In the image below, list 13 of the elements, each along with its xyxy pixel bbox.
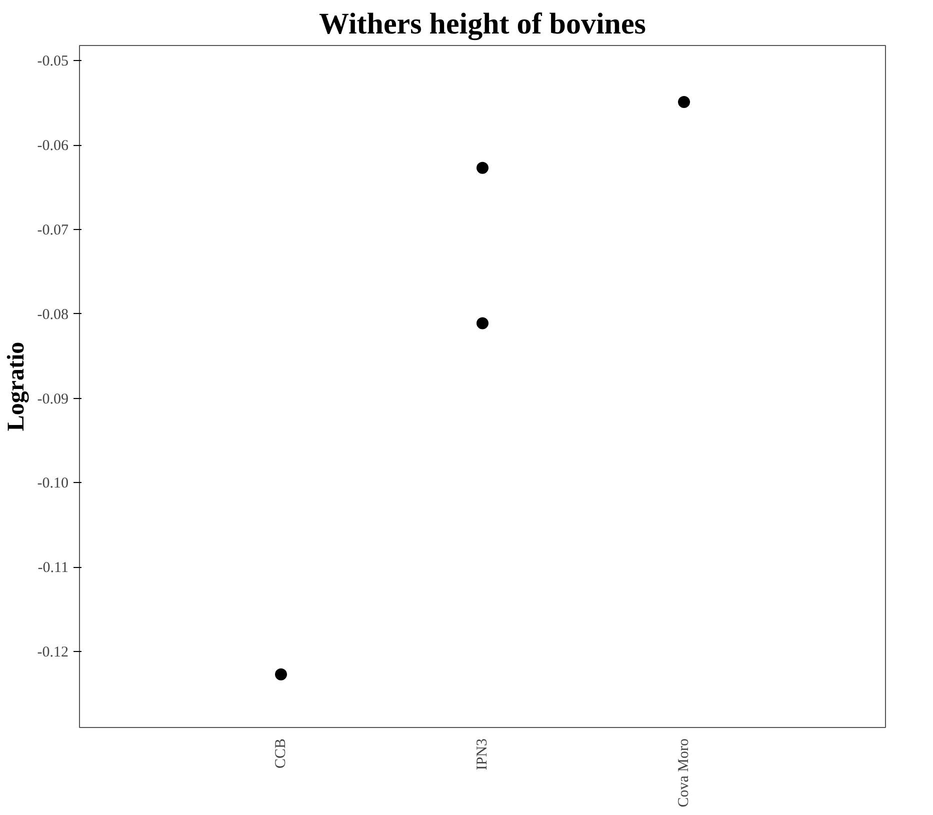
y-tick-label: -0.05 bbox=[37, 54, 69, 70]
y-tick-label: -0.09 bbox=[37, 391, 69, 408]
y-tick-label: -0.10 bbox=[37, 476, 69, 492]
y-tick-label: -0.07 bbox=[37, 222, 69, 239]
y-tick-label: -0.08 bbox=[37, 306, 69, 323]
x-tick-label: IPN3 bbox=[474, 738, 490, 770]
x-tick-label: CCB bbox=[273, 738, 289, 769]
chart-title: Withers height of bovines bbox=[319, 8, 646, 40]
x-tick-label: Cova Moro bbox=[676, 738, 692, 808]
y-tick-label: -0.12 bbox=[37, 644, 69, 661]
y-tick-label: -0.06 bbox=[37, 138, 69, 154]
y-axis-title: Logratio bbox=[3, 342, 30, 432]
y-tick-label: -0.11 bbox=[38, 560, 69, 576]
